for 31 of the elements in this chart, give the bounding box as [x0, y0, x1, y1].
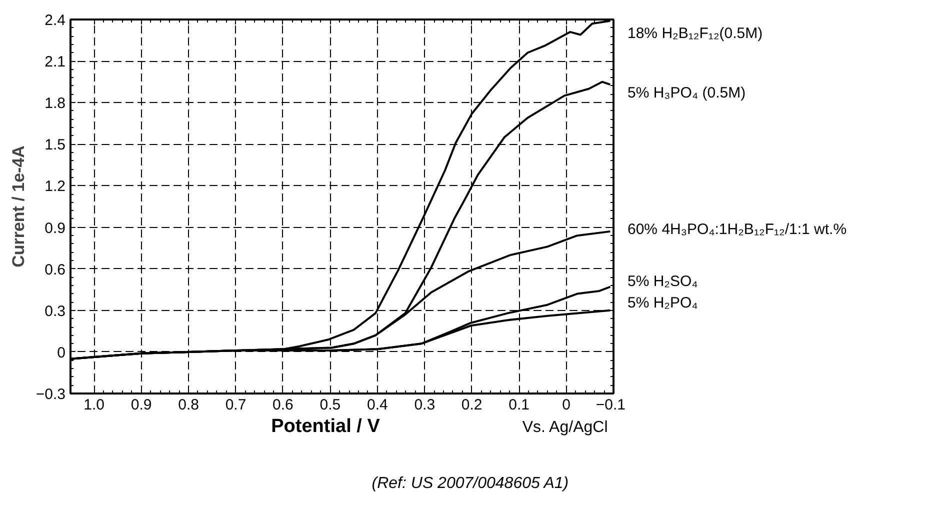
x-tick-label: 1.0 — [84, 396, 105, 414]
y-tick-label: 1.8 — [44, 95, 66, 112]
legend-label: 60% 4H₃PO₄:1H₂B₁₂F₁₂/1:1 wt.% — [628, 221, 847, 238]
text: Vs. Ag/AgCl — [522, 419, 608, 436]
x-axis-title: Potential / V — [271, 416, 380, 437]
y-tick-label: −0.3 — [36, 386, 66, 403]
x-tick-label: 0.2 — [461, 396, 482, 414]
text: (Ref: US 2007/0048605 A1) — [372, 475, 569, 492]
legend-label: 5% H₂SO₄ — [628, 272, 698, 290]
x-tick-label: 0.3 — [414, 396, 436, 414]
legend-label: 18% H₂B₁₂F₁₂(0.5M) — [628, 25, 763, 42]
x-tick-label: 0.7 — [225, 396, 246, 414]
y-axis-title: Current / 1e-4A — [8, 146, 28, 268]
y-tick-label: 2.1 — [44, 54, 66, 71]
x-tick-label: 0.1 — [508, 396, 530, 414]
y-tick-label: 0 — [57, 344, 66, 362]
legend-label: 5% H₃PO₄ (0.5M) — [628, 84, 746, 102]
y-tick-label: 0.9 — [44, 220, 66, 237]
y-tick-label: 1.2 — [44, 178, 66, 196]
y-tick-label: 1.5 — [44, 136, 66, 154]
y-tick-label: 0.3 — [44, 302, 66, 320]
x-tick-label: 0.9 — [130, 396, 152, 414]
x-tick-label: 0.8 — [178, 396, 199, 414]
x-tick-label: 0.5 — [320, 396, 341, 414]
y-tick-label: 2.4 — [44, 12, 66, 29]
x-tick-label: −0.1 — [596, 396, 626, 414]
x-tick-label: 0.4 — [366, 396, 388, 414]
x-tick-label: 0.6 — [272, 396, 294, 414]
y-tick-label: 0.6 — [44, 261, 66, 278]
x-tick-label: 0 — [562, 396, 570, 414]
legend-label: 5% H₂PO₄ — [628, 294, 698, 312]
